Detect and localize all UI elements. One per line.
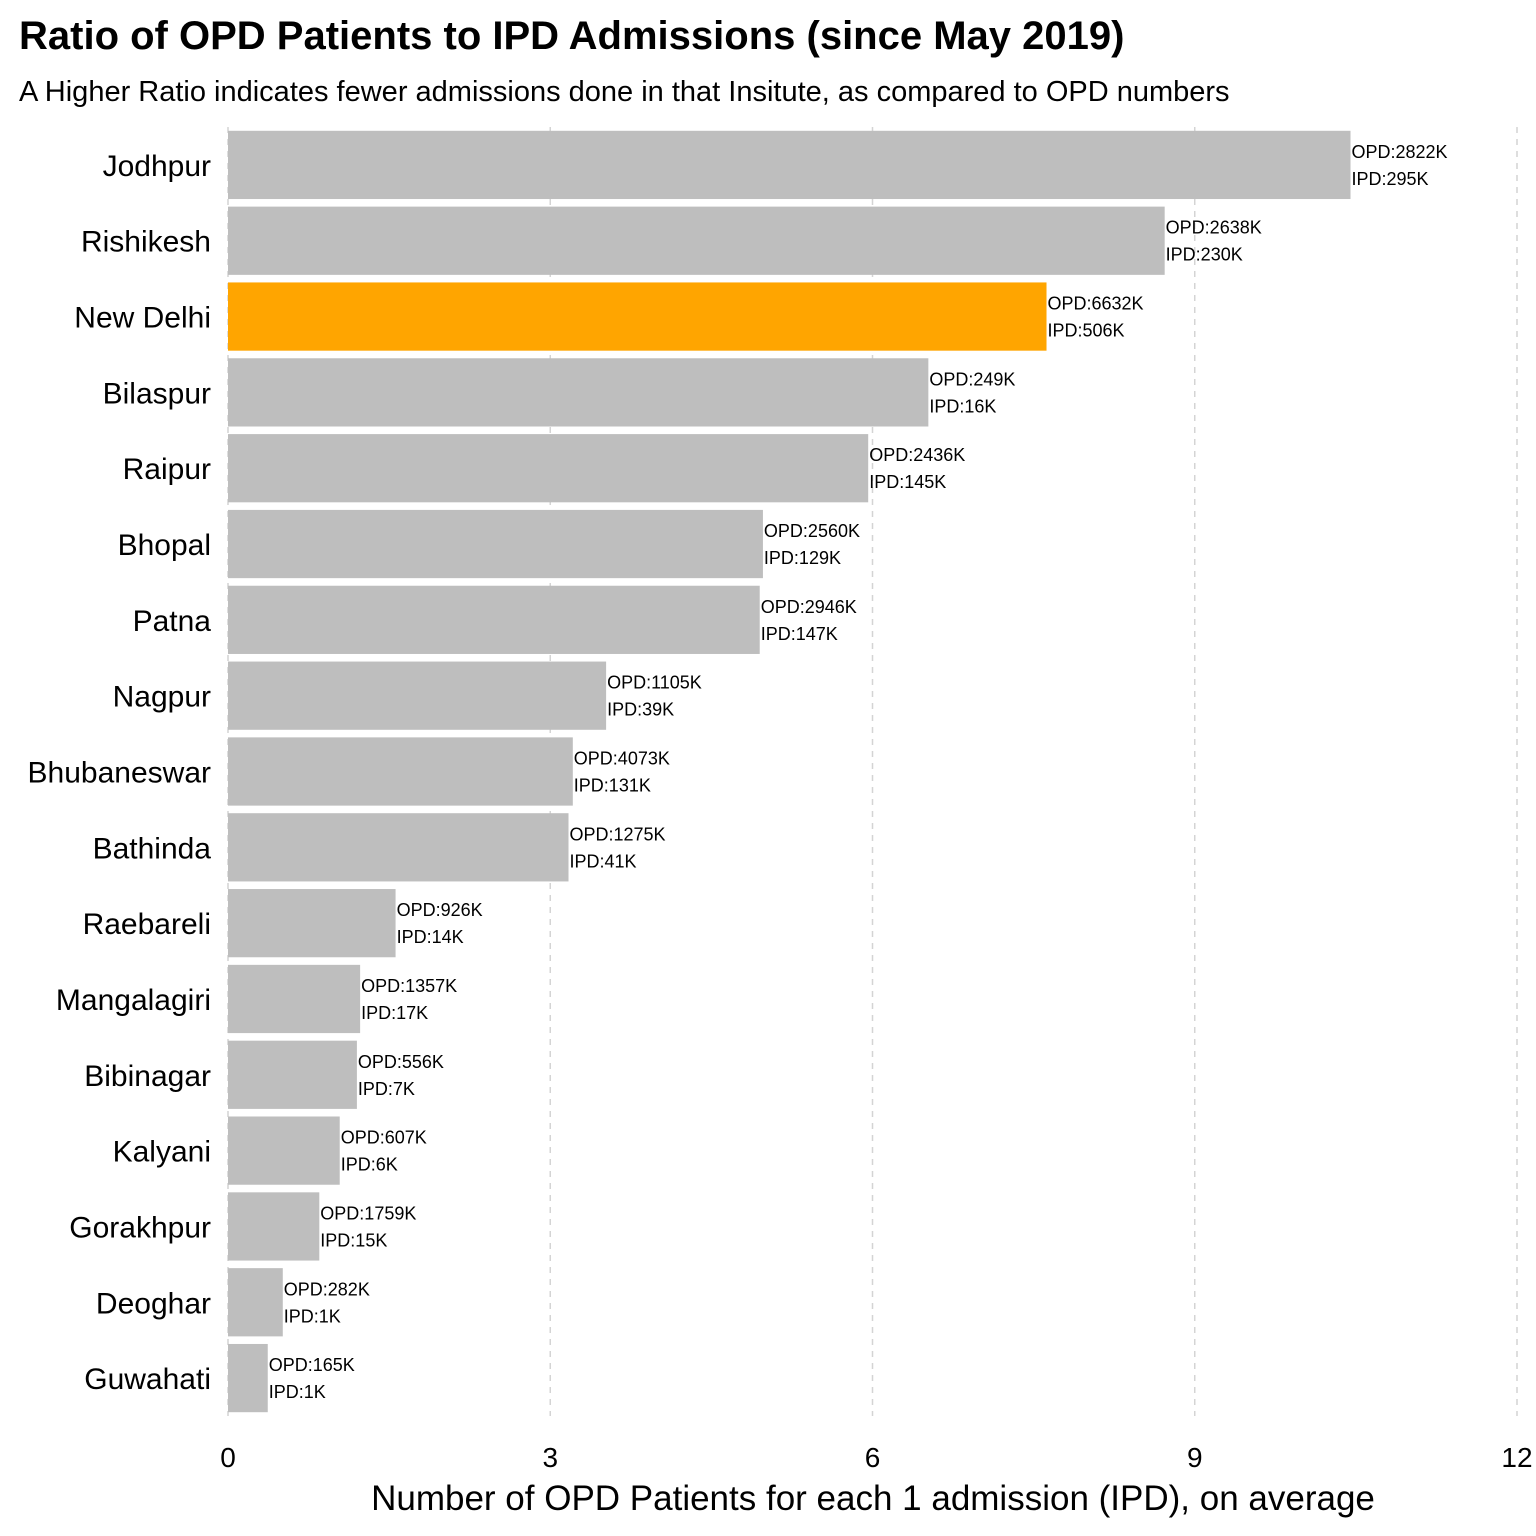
bar	[228, 661, 607, 730]
bar	[228, 130, 1351, 200]
x-axis-label: Number of OPD Patients for each 1 admiss…	[371, 1479, 1375, 1518]
category-label: Bhubaneswar	[28, 757, 211, 790]
data-label-opd: OPD:1759K	[320, 1203, 416, 1223]
data-label-opd: OPD:1275K	[570, 824, 666, 844]
category-label: Kalyani	[113, 1136, 211, 1169]
bar	[228, 1268, 283, 1337]
bar	[228, 206, 1165, 275]
data-label-ipd: IPD:15K	[320, 1230, 387, 1250]
chart-subtitle: A Higher Ratio indicates fewer admission…	[19, 76, 1230, 108]
category-label: Mangalagiri	[56, 984, 211, 1017]
data-label-opd: OPD:1105K	[607, 673, 702, 693]
data-label-opd: OPD:2822K	[1352, 142, 1448, 162]
bar	[228, 282, 1047, 351]
category-label: Guwahati	[84, 1363, 211, 1396]
data-label-opd: OPD:6632K	[1048, 294, 1144, 314]
data-label-opd: OPD:249K	[929, 369, 1015, 389]
bar	[228, 889, 396, 958]
bar	[228, 964, 361, 1034]
category-label: Bibinagar	[84, 1060, 211, 1093]
data-label-ipd: IPD:41K	[570, 851, 637, 871]
data-label-opd: OPD:165K	[269, 1355, 355, 1375]
x-tick-label: 12	[1501, 1442, 1532, 1473]
data-label-opd: OPD:1357K	[361, 976, 457, 996]
bar	[228, 1192, 320, 1261]
x-tick-label: 6	[865, 1442, 881, 1473]
data-label-opd: OPD:556K	[358, 1052, 444, 1072]
x-tick-labels: 0 3 6 9 12	[220, 1442, 1532, 1473]
category-label: New Delhi	[74, 302, 211, 335]
bar	[228, 813, 569, 882]
category-label: Bathinda	[93, 832, 212, 865]
data-label-ipd: IPD:7K	[358, 1079, 415, 1099]
x-tick-label: 3	[542, 1442, 558, 1473]
x-tick-label: 9	[1187, 1442, 1203, 1473]
bar	[228, 1343, 268, 1413]
data-label-ipd: IPD:17K	[361, 1003, 428, 1023]
category-label: Raipur	[123, 453, 211, 486]
chart-title: Ratio of OPD Patients to IPD Admissions …	[19, 14, 1125, 58]
bar	[228, 1040, 357, 1109]
category-label: Rishikesh	[81, 226, 211, 259]
category-label: Nagpur	[113, 681, 211, 714]
data-labels: OPD:2822K IPD:295K OPD:2638K IPD:230K OPD:66…	[269, 142, 1448, 1402]
data-label-opd: OPD:282K	[284, 1279, 370, 1299]
data-label-ipd: IPD:230K	[1166, 245, 1243, 265]
data-label-ipd: IPD:39K	[607, 700, 674, 720]
category-label: Gorakhpur	[69, 1211, 211, 1244]
bar	[228, 585, 760, 654]
data-label-ipd: IPD:6K	[341, 1155, 398, 1175]
x-tick-label: 0	[220, 1442, 236, 1473]
data-label-opd: OPD:4073K	[574, 749, 670, 769]
data-label-ipd: IPD:145K	[869, 472, 946, 492]
data-label-opd: OPD:2436K	[869, 445, 965, 465]
data-label-opd: OPD:926K	[397, 900, 483, 920]
data-label-ipd: IPD:14K	[397, 927, 464, 947]
bar	[228, 737, 573, 806]
data-label-opd: OPD:2560K	[764, 521, 860, 541]
bar	[228, 1116, 340, 1185]
data-label-ipd: IPD:131K	[574, 776, 651, 796]
data-label-ipd: IPD:295K	[1352, 169, 1429, 189]
data-label-ipd: IPD:506K	[1048, 321, 1125, 341]
category-label: Bilaspur	[103, 377, 211, 410]
category-label: Raebareli	[83, 908, 211, 941]
data-label-ipd: IPD:1K	[284, 1306, 341, 1326]
data-label-ipd: IPD:16K	[929, 396, 996, 416]
data-label-opd: OPD:2638K	[1166, 218, 1262, 238]
bar	[228, 509, 763, 579]
category-label: Deoghar	[96, 1287, 211, 1320]
data-label-opd: OPD:2946K	[761, 597, 857, 617]
category-label: Jodhpur	[103, 150, 211, 183]
bars	[228, 130, 1351, 1413]
bar	[228, 434, 869, 503]
category-label: Bhopal	[118, 529, 211, 562]
category-label: Patna	[133, 605, 212, 638]
data-label-ipd: IPD:129K	[764, 548, 841, 568]
category-labels: Jodhpur Rishikesh New Delhi Bilaspur Raipur B…	[28, 150, 212, 1396]
bar	[228, 358, 929, 427]
data-label-ipd: IPD:147K	[761, 624, 838, 644]
data-label-opd: OPD:607K	[341, 1128, 427, 1148]
data-label-ipd: IPD:1K	[269, 1382, 326, 1402]
